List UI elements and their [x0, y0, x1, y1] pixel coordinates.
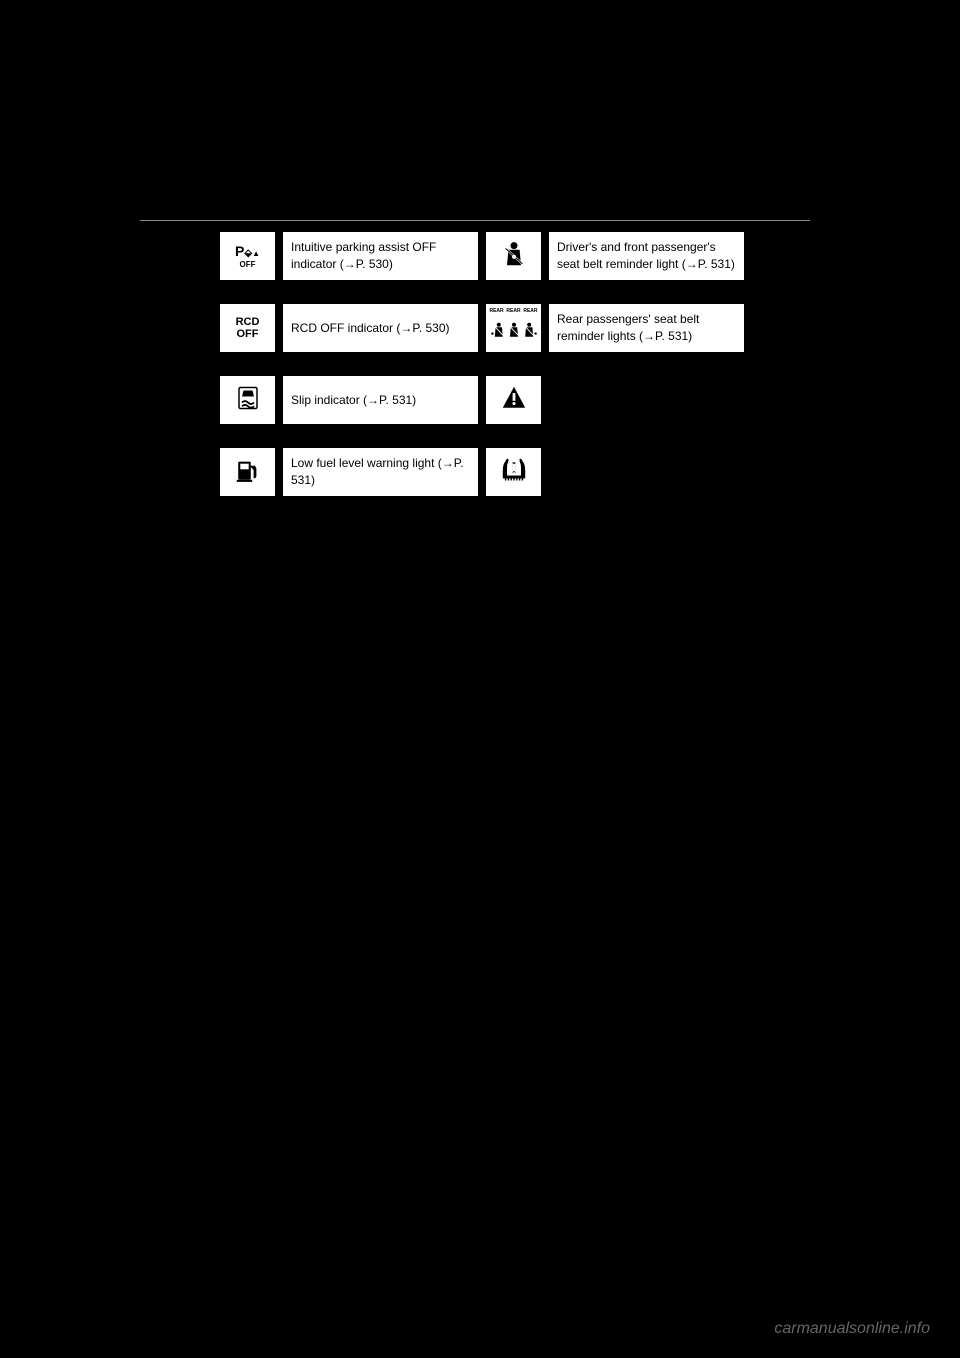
parking-assist-off-icon: P⬙▲ OFF [220, 232, 275, 280]
right-column: Driver's and front passenger's seat belt… [486, 232, 744, 520]
indicator-description: Intuitive parking assist OFF indicator (… [283, 232, 478, 280]
watermark-text: carmanualsonline.info [774, 1320, 930, 1338]
tire-pressure-icon [486, 448, 541, 496]
indicator-description: Driver's and front passenger's seat belt… [549, 232, 744, 280]
table-row: P⬙▲ OFF Intuitive parking assist OFF ind… [220, 232, 478, 292]
indicator-description [549, 376, 744, 424]
left-column: P⬙▲ OFF Intuitive parking assist OFF ind… [220, 232, 478, 520]
indicator-description [549, 448, 744, 496]
indicator-description: Rear passengers' seat belt reminder ligh… [549, 304, 744, 352]
seatbelt-reminder-icon [486, 232, 541, 280]
rcd-off-icon: RCDOFF [220, 304, 275, 352]
indicator-description: RCD OFF indicator (→P. 530) [283, 304, 478, 352]
table-row: RCDOFF RCD OFF indicator (→P. 530) [220, 304, 478, 364]
rear-seatbelt-icon: REAR REAR REAR [486, 304, 541, 352]
indicator-description: Low fuel level warning light (→P. 531) [283, 448, 478, 496]
slip-indicator-icon [220, 376, 275, 424]
table-row [486, 376, 744, 436]
table-row: Driver's and front passenger's seat belt… [486, 232, 744, 292]
table-row: REAR REAR REAR [486, 304, 744, 364]
low-fuel-icon [220, 448, 275, 496]
table-row: Low fuel level warning light (→P. 531) [220, 448, 478, 508]
header-divider [140, 220, 810, 221]
indicator-table: P⬙▲ OFF Intuitive parking assist OFF ind… [220, 232, 744, 520]
table-row: Slip indicator (→P. 531) [220, 376, 478, 436]
table-row [486, 448, 744, 508]
master-warning-icon [486, 376, 541, 424]
indicator-description: Slip indicator (→P. 531) [283, 376, 478, 424]
